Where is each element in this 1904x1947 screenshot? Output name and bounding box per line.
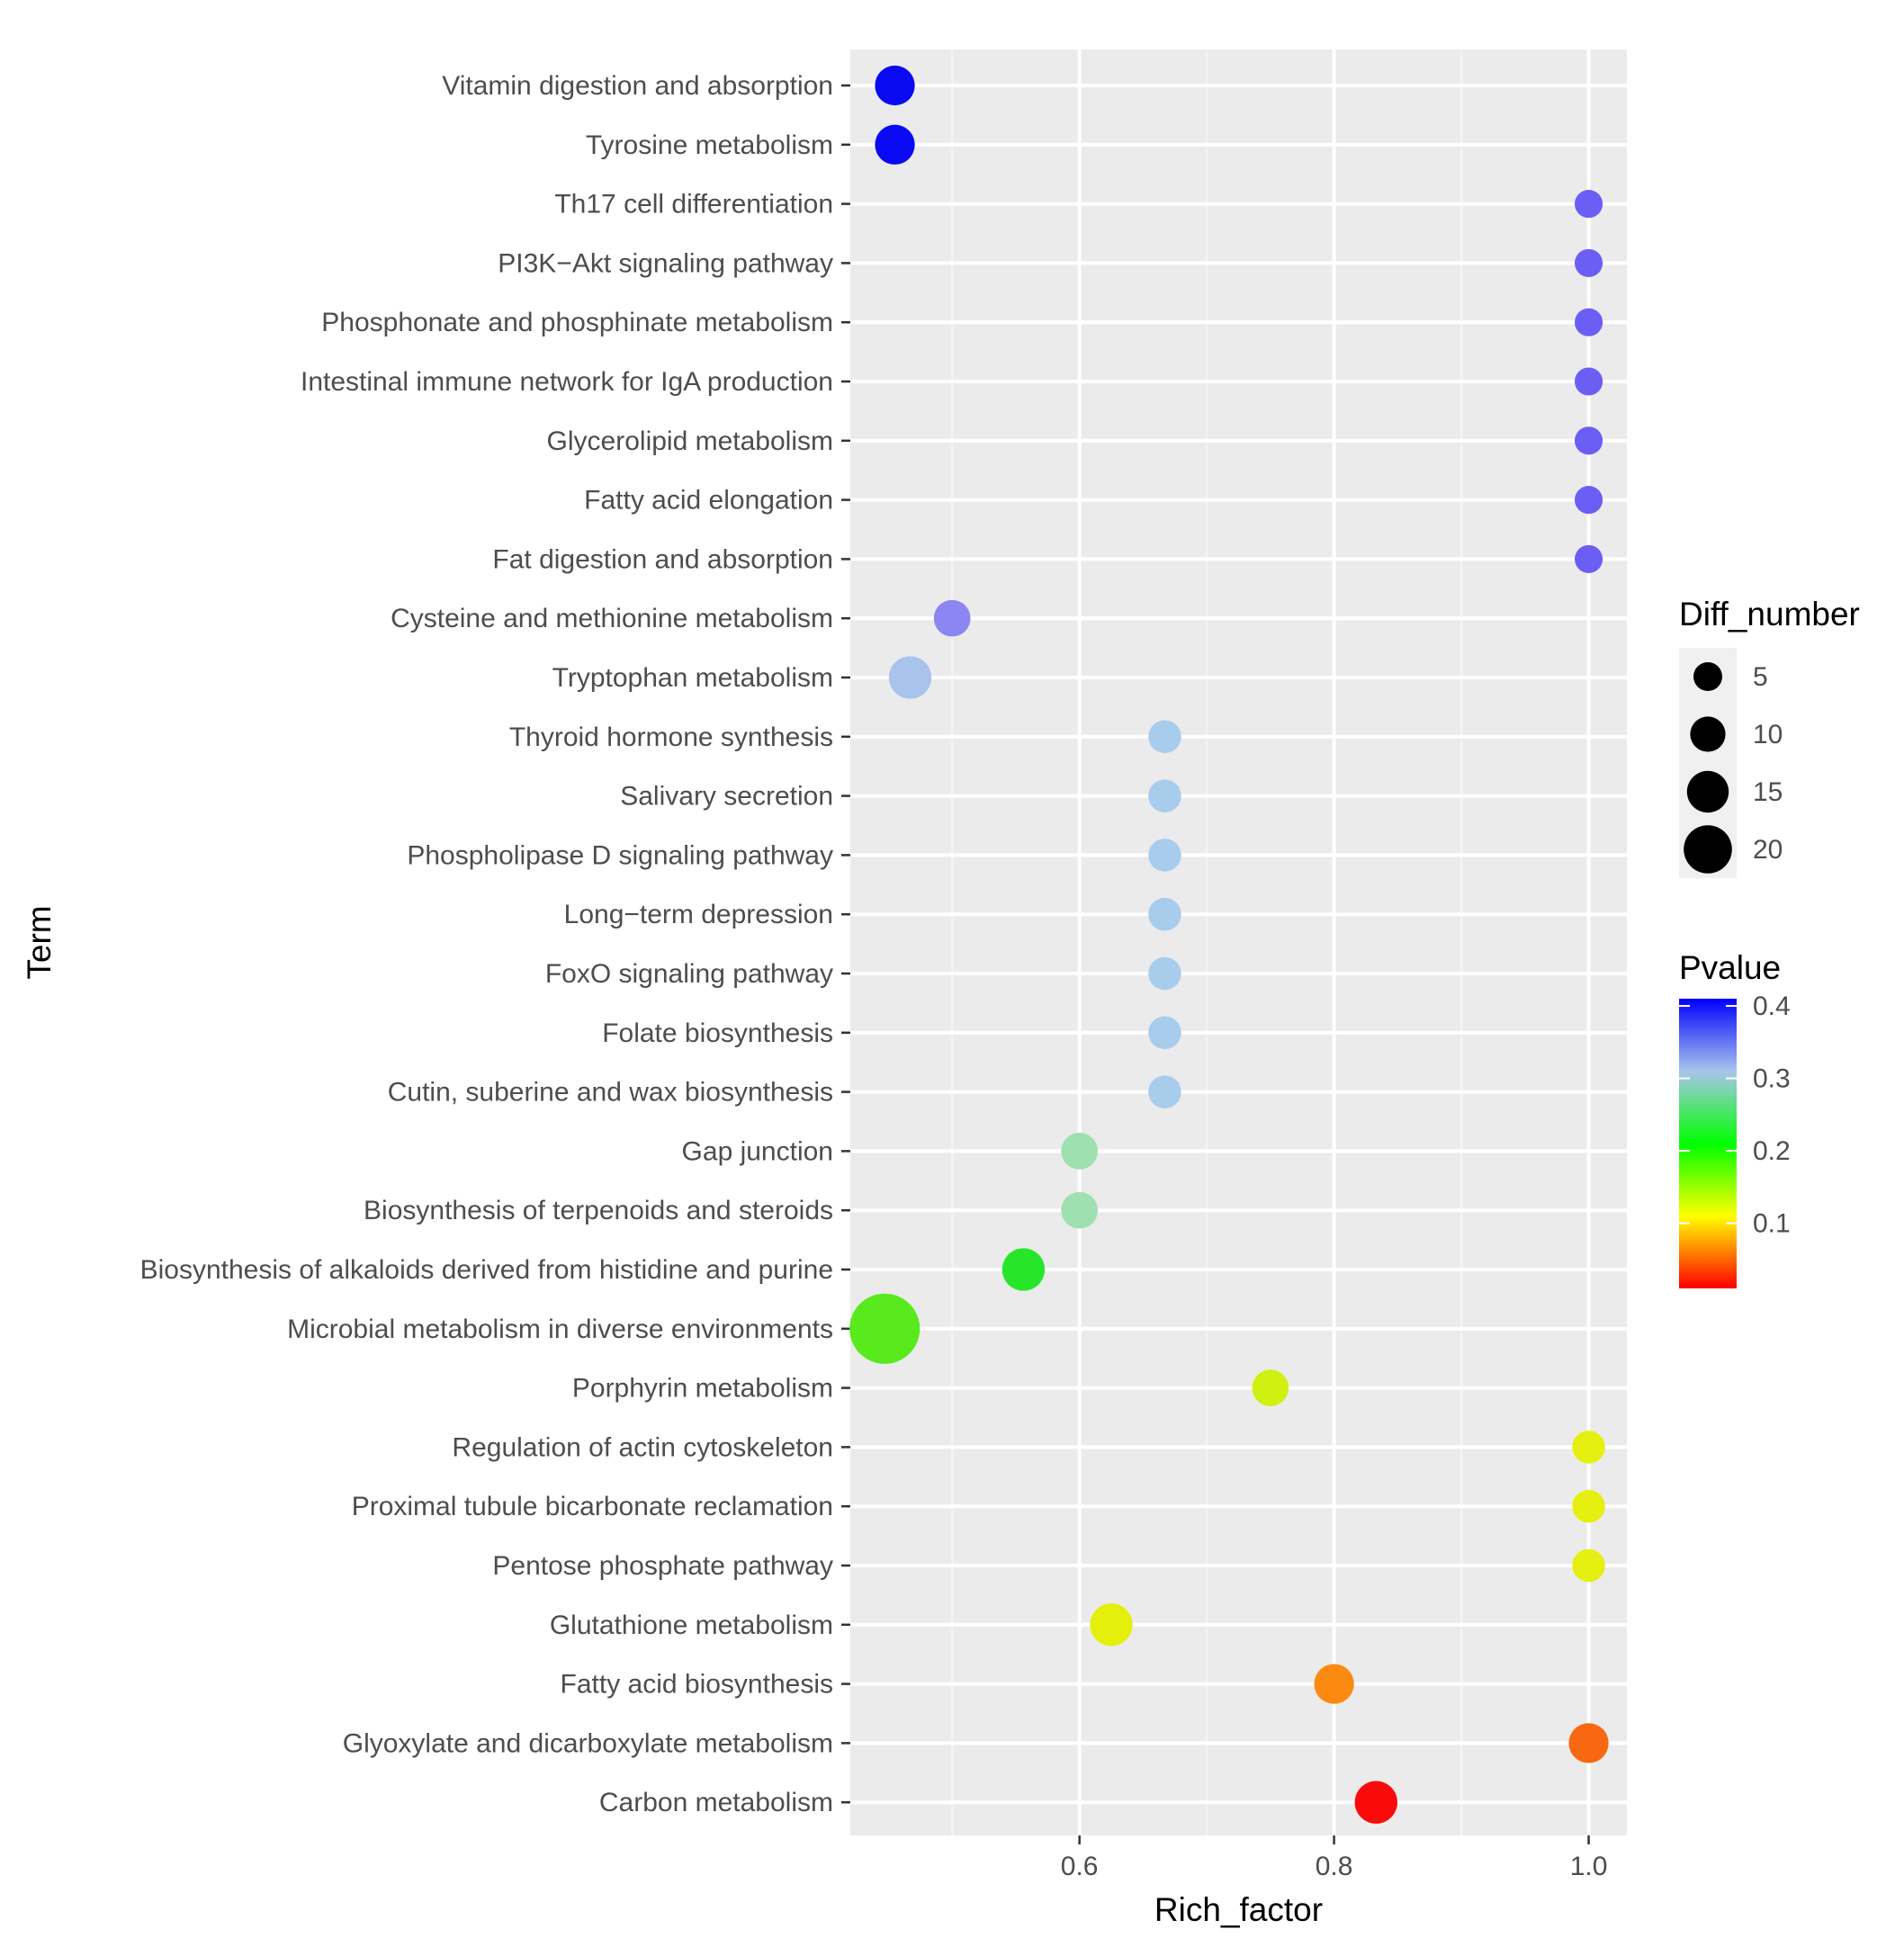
- y-tick-label: Porphyrin metabolism: [572, 1374, 833, 1404]
- y-axis-title: Term: [21, 905, 58, 979]
- data-points: [849, 65, 1609, 1824]
- y-tick-label: Biosynthesis of alkaloids derived from h…: [140, 1255, 833, 1285]
- size-legend-dot: [1690, 716, 1726, 752]
- y-tick-label: PI3K−Akt signaling pathway: [498, 248, 833, 278]
- x-tick-label: 1.0: [1570, 1852, 1608, 1881]
- size-legend-dot: [1693, 662, 1722, 691]
- data-point: [1574, 190, 1603, 219]
- data-point: [849, 1293, 921, 1364]
- x-axis: 0.6 0.8 1.0: [1061, 1835, 1608, 1881]
- y-axis: Vitamin digestion and absorption Tyrosine…: [140, 71, 850, 1817]
- size-legend-dot: [1684, 825, 1732, 874]
- size-legend-label: 10: [1753, 720, 1783, 749]
- y-tick-label: Long−term depression: [564, 900, 833, 929]
- y-tick-label: Th17 cell differentiation: [554, 190, 833, 220]
- data-point: [875, 65, 915, 106]
- y-tick-label: Gap junction: [682, 1136, 833, 1166]
- data-point: [1354, 1781, 1397, 1824]
- data-point: [1148, 1075, 1181, 1108]
- x-tick-label: 0.6: [1061, 1852, 1099, 1881]
- y-tick-label: Intestinal immune network for IgA produc…: [301, 367, 833, 397]
- y-tick-label: Glycerolipid metabolism: [547, 426, 833, 456]
- color-legend-label: 0.4: [1753, 991, 1791, 1021]
- y-tick-label: Vitamin digestion and absorption: [442, 71, 833, 101]
- grid-lines: [850, 49, 1627, 1835]
- size-legend: Diff_number 5 10 15 20: [1679, 596, 1860, 878]
- data-point: [1148, 897, 1181, 931]
- data-point: [1148, 1016, 1181, 1050]
- data-point: [875, 124, 915, 165]
- data-point: [1574, 544, 1603, 573]
- color-legend-label: 0.2: [1753, 1136, 1791, 1166]
- y-tick-label: Fatty acid biosynthesis: [561, 1670, 833, 1700]
- data-point: [1148, 956, 1181, 991]
- data-point: [933, 599, 971, 637]
- color-legend-title: Pvalue: [1679, 949, 1781, 986]
- size-legend-label: 15: [1753, 777, 1783, 807]
- y-tick-label: Thyroid hormone synthesis: [509, 722, 833, 752]
- y-tick-label: Microbial metabolism in diverse environm…: [287, 1314, 833, 1344]
- x-tick-label: 0.8: [1316, 1852, 1353, 1881]
- size-legend-label: 20: [1753, 835, 1783, 865]
- data-point: [1574, 308, 1603, 336]
- y-tick-label: Cysteine and methionine metabolism: [391, 604, 833, 633]
- data-point: [1572, 1548, 1605, 1583]
- data-point: [1572, 1489, 1605, 1523]
- y-tick-label: Folate biosynthesis: [602, 1018, 833, 1048]
- y-tick-label: Phospholipase D signaling pathway: [407, 840, 833, 870]
- data-point: [1252, 1369, 1289, 1406]
- y-tick-label: Fatty acid elongation: [584, 486, 833, 516]
- size-legend-label: 5: [1753, 662, 1768, 692]
- color-legend: Pvalue 0.4 0.3 0.2 0.1: [1679, 949, 1791, 1288]
- plot-panel: [850, 49, 1627, 1835]
- data-point: [1574, 486, 1603, 515]
- y-tick-label: Regulation of actin cytoskeleton: [452, 1432, 833, 1462]
- data-point: [1314, 1664, 1354, 1704]
- y-tick-label: Biosynthesis of terpenoids and steroids: [364, 1196, 833, 1225]
- color-legend-label: 0.1: [1753, 1209, 1791, 1239]
- size-legend-title: Diff_number: [1679, 596, 1860, 633]
- y-tick-label: Glutathione metabolism: [550, 1611, 833, 1640]
- y-tick-label: Tyrosine metabolism: [586, 130, 833, 160]
- x-axis-title: Rich_factor: [1154, 1891, 1323, 1928]
- y-tick-label: Fat digestion and absorption: [492, 544, 833, 574]
- data-point: [1148, 779, 1181, 812]
- color-legend-bar: [1679, 999, 1737, 1288]
- y-tick-label: Glyoxylate and dicarboxylate metabolism: [343, 1728, 833, 1758]
- y-tick-label: Phosphonate and phosphinate metabolism: [321, 308, 833, 337]
- data-point: [888, 656, 932, 699]
- data-point: [1061, 1191, 1099, 1229]
- data-point: [1001, 1248, 1046, 1291]
- data-point: [1574, 367, 1603, 396]
- y-tick-label: Salivary secretion: [620, 782, 833, 812]
- data-point: [1148, 720, 1181, 754]
- y-tick-label: Carbon metabolism: [599, 1788, 833, 1817]
- y-tick-label: Cutin, suberine and wax biosynthesis: [388, 1078, 833, 1108]
- y-tick-label: Proximal tubule bicarbonate reclamation: [352, 1492, 833, 1521]
- data-point: [1572, 1431, 1605, 1464]
- data-point: [1061, 1133, 1099, 1170]
- y-tick-label: FoxO signaling pathway: [545, 959, 833, 989]
- y-tick-label: Pentose phosphate pathway: [492, 1551, 833, 1581]
- data-point: [1148, 839, 1181, 872]
- data-point: [1090, 1603, 1133, 1646]
- data-point: [1574, 248, 1603, 277]
- data-point: [1574, 426, 1603, 455]
- size-legend-dot: [1686, 770, 1729, 813]
- data-point: [1568, 1723, 1609, 1763]
- y-tick-label: Tryptophan metabolism: [552, 663, 833, 693]
- color-legend-label: 0.3: [1753, 1064, 1791, 1094]
